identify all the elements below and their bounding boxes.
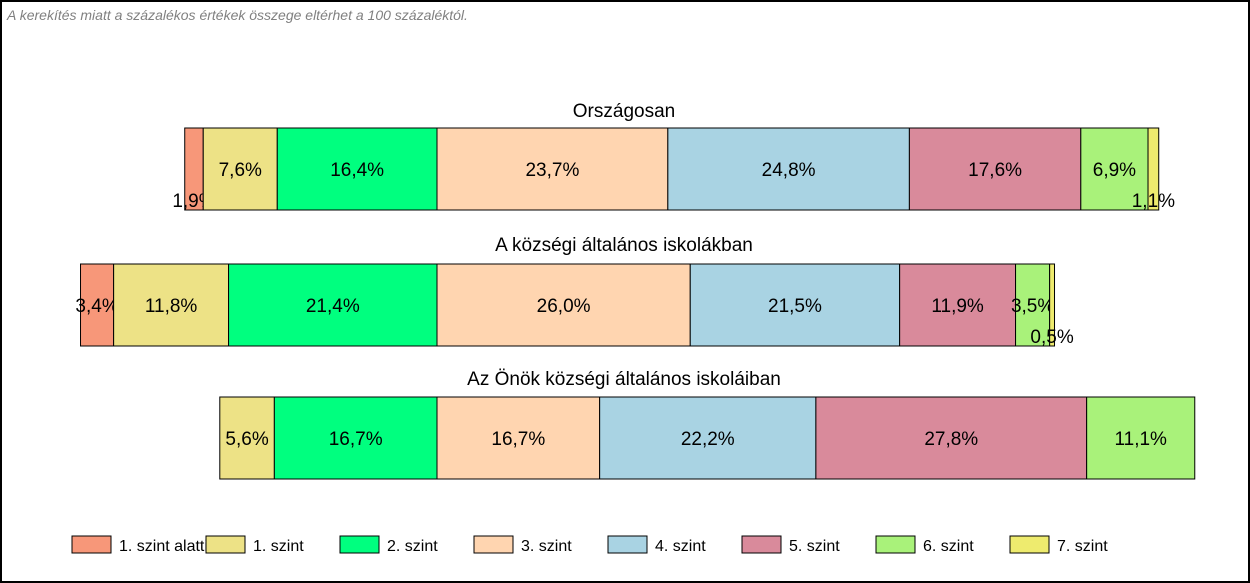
data-label: 16,4%	[330, 160, 384, 181]
group-title: Országosan	[573, 101, 675, 122]
legend-swatch	[875, 535, 916, 554]
bar-segment	[202, 127, 278, 211]
data-label: 11,1%	[1114, 429, 1167, 450]
bar-segment	[436, 263, 691, 347]
data-label: 17,6%	[968, 160, 1022, 181]
legend-entry: 6. szint	[923, 538, 974, 555]
bar-segment	[899, 263, 1017, 347]
bar-segment	[273, 396, 438, 480]
legend-swatch	[1009, 535, 1050, 554]
rounding-note: A kerekítés miatt a százalékos értékek ö…	[7, 7, 468, 23]
legend-entry: 1. szint	[253, 538, 304, 555]
bar-segment	[667, 127, 910, 211]
legend-entry: 5. szint	[789, 538, 840, 555]
bar-segment	[1049, 263, 1056, 347]
data-label: 0,5%	[1030, 327, 1073, 348]
data-label: 16,7%	[491, 429, 545, 450]
bar-segment	[1147, 127, 1160, 211]
bar-segment	[689, 263, 901, 347]
legend-swatch	[205, 535, 246, 554]
bar-segment	[276, 127, 438, 211]
data-label: 6,9%	[1093, 160, 1136, 181]
legend-entry: 7. szint	[1057, 538, 1108, 555]
bar-segment	[1086, 396, 1196, 480]
legend-swatch	[339, 535, 380, 554]
bar-segment	[599, 396, 817, 480]
data-label: 23,7%	[525, 160, 579, 181]
bar-segment	[80, 263, 115, 347]
data-label: 1,1%	[1132, 191, 1175, 212]
bar-segment	[1080, 127, 1149, 211]
data-label: 27,8%	[924, 429, 978, 450]
data-label: 3,5%	[1011, 296, 1054, 317]
legend-entry: 4. szint	[655, 538, 706, 555]
bar-segment	[815, 396, 1088, 480]
bar-segment	[1015, 263, 1051, 347]
legend-swatch	[741, 535, 782, 554]
data-label: 21,5%	[768, 296, 822, 317]
legend-entry: 1. szint alatti	[119, 538, 208, 555]
data-label: 5,6%	[225, 429, 268, 450]
bar-segment	[219, 396, 275, 480]
bar-segment	[436, 396, 601, 480]
data-label: 7,6%	[219, 160, 262, 181]
legend-swatch	[71, 535, 112, 554]
data-label: 21,4%	[306, 296, 360, 317]
data-label: 11,8%	[145, 296, 198, 317]
data-label: 22,2%	[681, 429, 735, 450]
data-label: 24,8%	[762, 160, 816, 181]
group-title: Az Önök községi általános iskoláiban	[467, 369, 781, 390]
bar-segment	[113, 263, 230, 347]
legend-entry: 2. szint	[387, 538, 438, 555]
data-label: 16,7%	[329, 429, 383, 450]
legend-entry: 3. szint	[521, 538, 572, 555]
data-label: 26,0%	[537, 296, 591, 317]
bar-segment	[908, 127, 1082, 211]
data-label: 3,4%	[75, 296, 118, 317]
legend-swatch	[473, 535, 514, 554]
data-label: 11,9%	[931, 296, 984, 317]
legend-swatch	[607, 535, 648, 554]
group-title: A községi általános iskolákban	[495, 235, 753, 256]
